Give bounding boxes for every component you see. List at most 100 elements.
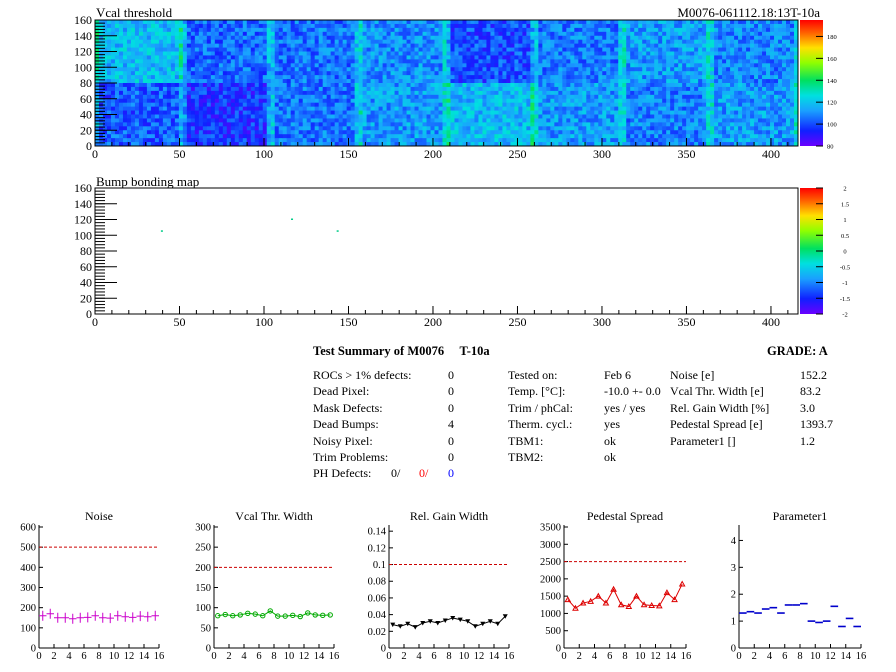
data-point: [625, 602, 633, 610]
result-row: Noise [e] 152.2: [670, 367, 850, 383]
y-tick-label: 160: [74, 13, 92, 27]
y-tick-label: 500: [545, 626, 561, 637]
data-point: [602, 599, 610, 606]
data-point: [427, 619, 433, 624]
data-point: [282, 613, 288, 619]
y-tick-label: 60: [80, 92, 92, 106]
condition-row: TBM2: ok: [508, 449, 668, 465]
x-tick-label: 12: [299, 651, 310, 662]
y-tick-label: 200: [20, 603, 36, 614]
data-point: [76, 612, 84, 623]
bump-bonding-map: 0 50 100 150 200 250 300 350 4000204060801001201…: [74, 181, 799, 329]
condition-value: yes / yes: [604, 400, 646, 415]
series-line: [567, 583, 683, 609]
y-tick-label: 0.1: [373, 560, 386, 571]
x-tick-label: 14: [841, 651, 852, 662]
data-point: [320, 612, 326, 619]
summary-title: Test Summary of M0076 T-10a: [313, 343, 490, 359]
y-tick-label: 200: [195, 563, 211, 574]
condition-value: Feb 6: [604, 368, 631, 382]
data-point: [487, 619, 493, 624]
y-tick-label: 0.08: [368, 577, 386, 588]
y-tick-label: 60: [80, 260, 92, 274]
condition-row: Therm. cycl.: yes: [508, 416, 668, 432]
roc-top-3: [358, 20, 447, 84]
defect-row: Noisy Pixel: 0: [313, 433, 458, 449]
data-point: [450, 615, 456, 621]
ph-defects-label: PH Defects:: [313, 466, 372, 481]
grade-label: GRADE: A: [767, 344, 828, 358]
y-tick-label: 80: [80, 76, 92, 90]
x-tick-label: 16: [504, 651, 515, 662]
y-tick-label: 100: [74, 228, 92, 242]
y-tick-label: 0.06: [368, 593, 386, 604]
data-point: [69, 613, 77, 624]
x-tick-label: 4: [592, 651, 598, 662]
roc-top-6: [622, 20, 711, 84]
dead-bump-marker: [336, 230, 339, 232]
y-tick-label: 300: [195, 523, 211, 534]
y-tick-label: 3500: [540, 523, 561, 534]
result-row: Rel. Gain Width [%] 3.0: [670, 400, 850, 416]
colorbar-label: 2: [843, 186, 846, 193]
defect-label: Trim Problems:: [313, 449, 389, 464]
bump-colorbar-labels: -2 -1.5 -1 -0.5 0 0.5 1 1.5 2: [816, 186, 850, 319]
vcal-colorbar-labels: 80 100 120 140 160 180: [816, 34, 837, 151]
defect-value: 0: [448, 400, 454, 415]
roc-top-4: [446, 20, 535, 84]
y-tick-label: 140: [74, 197, 92, 211]
result-value: 152.2: [800, 368, 827, 382]
y-tick-label: 100: [195, 603, 211, 614]
data-point: [136, 611, 144, 622]
bump-map-frame: [94, 187, 799, 315]
data-point: [327, 612, 333, 618]
condition-row: Tested on: Feb 6: [508, 367, 668, 383]
y-tick-label: 250: [195, 543, 211, 554]
colorbar-label: 1: [843, 217, 846, 224]
data-point: [54, 612, 62, 623]
result-label: Rel. Gain Width [%]: [670, 400, 770, 415]
dead-bump-marker: [160, 230, 163, 232]
defect-label: Mask Defects:: [313, 400, 383, 415]
condition-row: Temp. [°C]: -10.0 +- 0.0: [508, 383, 668, 399]
y-tick-label: 0: [556, 644, 561, 655]
data-point: [594, 592, 602, 599]
series-line: [392, 615, 506, 628]
summary-module: Test Summary of M0076: [313, 344, 445, 358]
x-tick-label: 100: [255, 315, 273, 329]
data-point: [640, 601, 648, 608]
x-tick-label: 150: [339, 315, 357, 329]
roc-bottom-4: [446, 83, 535, 147]
ph-value-1: 0/: [419, 466, 429, 481]
data-point: [587, 597, 595, 604]
x-tick-label: 16: [329, 651, 340, 662]
x-tick-label: 8: [622, 651, 627, 662]
roc-bottom-3: [358, 83, 447, 147]
data-point: [222, 611, 228, 618]
data-point: [472, 624, 478, 629]
y-tick-label: 40: [80, 108, 92, 122]
data-point: [297, 613, 303, 620]
y-tick-label: 0: [381, 644, 386, 655]
x-tick-label: 12: [650, 651, 661, 662]
roc-top-5: [534, 20, 623, 84]
ph-value-2: 0: [448, 466, 454, 481]
defect-label: Dead Bumps:: [313, 417, 379, 432]
x-tick-label: 2: [51, 651, 56, 662]
x-tick-label: 2: [752, 651, 757, 662]
y-tick-label: 150: [195, 583, 211, 594]
defect-row: Dead Pixel: 0: [313, 383, 458, 399]
y-tick-label: 1: [731, 617, 736, 628]
x-tick-label: 12: [124, 651, 135, 662]
x-tick-label: 8: [96, 651, 101, 662]
defect-value: 0: [448, 384, 454, 399]
x-tick-label: 14: [314, 651, 325, 662]
data-point: [129, 612, 137, 623]
y-tick-label: 100: [74, 60, 92, 74]
ph-value-0: 0/: [391, 466, 401, 481]
colorbar-label: 1.5: [841, 201, 849, 208]
data-point: [46, 608, 54, 619]
roc-top-2: [270, 20, 360, 84]
series-line: [217, 610, 331, 618]
